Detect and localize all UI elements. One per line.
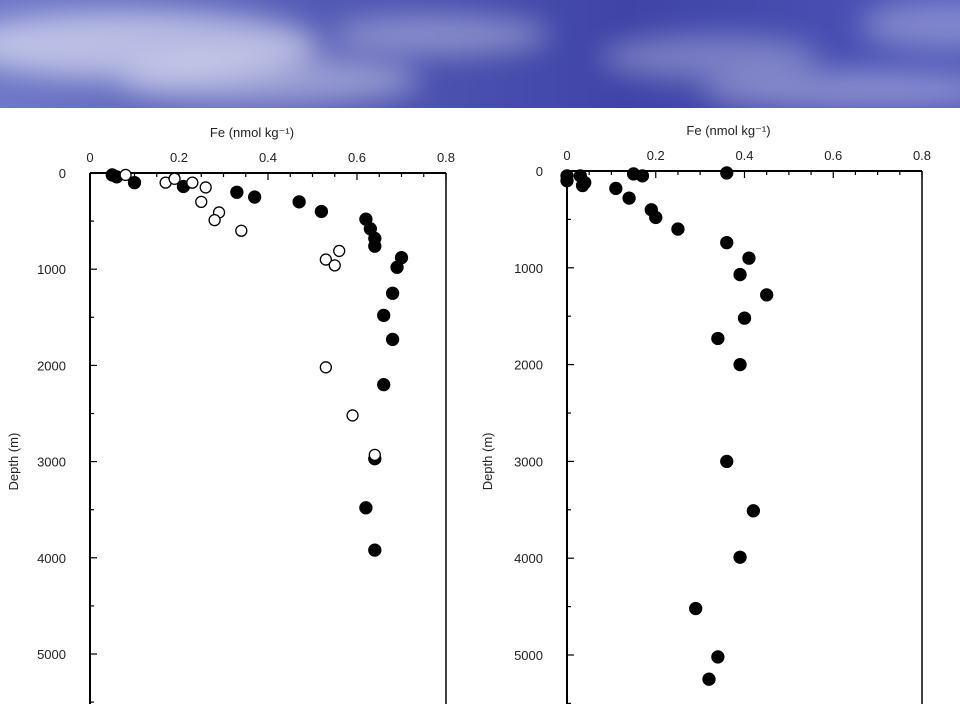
- x-tick-label: 0.2: [170, 150, 188, 165]
- x-tick-label: 0.2: [647, 148, 665, 163]
- y-tick-label: 2000: [514, 358, 543, 373]
- data-point-filled: [702, 672, 716, 686]
- cloud-decoration: [700, 70, 960, 108]
- data-point-filled: [733, 357, 747, 372]
- data-point-filled: [649, 210, 663, 225]
- data-point-open: [199, 181, 212, 194]
- x-axis-title: Fe (nmol kg⁻¹): [210, 125, 294, 140]
- data-point-open: [235, 224, 248, 237]
- data-point-open: [186, 176, 199, 189]
- data-point-filled: [733, 550, 747, 564]
- data-point-open: [168, 172, 181, 185]
- x-axis-title: Fe (nmol kg⁻¹): [686, 123, 770, 138]
- data-point-filled: [742, 251, 756, 265]
- data-point-open: [333, 244, 346, 258]
- data-point-filled: [368, 543, 382, 557]
- cloud-decoration: [330, 15, 550, 55]
- data-point-filled: [609, 181, 623, 196]
- data-point-filled: [760, 288, 774, 302]
- data-point-filled: [377, 377, 391, 392]
- y-tick-label: 4000: [514, 551, 543, 566]
- data-point-filled: [390, 260, 404, 274]
- x-tick-label: 0.6: [824, 148, 842, 163]
- y-tick-label: 3000: [37, 455, 66, 470]
- data-point-filled: [746, 504, 761, 518]
- x-tick-label: 0.8: [913, 148, 931, 163]
- cloud-decoration: [120, 55, 420, 105]
- y-tick-label: 1000: [514, 261, 543, 276]
- y-axis-title: Depth (m): [480, 433, 495, 491]
- data-point-filled: [292, 195, 306, 209]
- data-point-filled: [733, 267, 747, 282]
- x-tick-label: 0.4: [735, 148, 753, 163]
- data-point-filled: [385, 332, 400, 347]
- data-point-filled: [671, 222, 685, 236]
- y-tick-label: 2000: [37, 358, 66, 373]
- x-tick-label: 0.6: [348, 150, 366, 165]
- data-point-filled: [689, 601, 703, 616]
- data-point-open: [319, 253, 333, 266]
- y-tick-label: 1000: [37, 262, 66, 277]
- data-point-filled: [711, 331, 725, 346]
- x-tick-label: 0.8: [437, 150, 455, 165]
- chart-panel-1: 0 0.2 0.4 0.6 0.8 0 1000 2000 3000 4000 5000 Fe (nm…: [6, 125, 455, 704]
- data-point-filled: [377, 308, 391, 323]
- y-tick-label: 0: [59, 166, 66, 181]
- data-point-open: [195, 195, 208, 209]
- y-tick-label: 5000: [514, 648, 543, 663]
- data-point-filled: [127, 175, 142, 190]
- data-point-filled: [720, 235, 734, 250]
- x-tick-label: 0: [86, 150, 93, 165]
- data-point-filled: [711, 650, 725, 664]
- data-point-filled: [359, 501, 373, 515]
- data-point-filled: [385, 286, 400, 300]
- data-point-filled: [622, 191, 636, 205]
- cloud-decoration: [860, 0, 960, 50]
- data-point-open: [119, 168, 132, 182]
- cloud-decoration: [0, 10, 320, 80]
- data-point-filled: [635, 169, 650, 183]
- header-banner: [0, 0, 960, 108]
- data-point-open: [328, 259, 341, 272]
- y-tick-label: 4000: [37, 551, 66, 566]
- data-point-open: [346, 409, 359, 422]
- data-point-open: [368, 448, 381, 462]
- data-point-filled: [314, 204, 329, 219]
- chart-panel-2: 0 0.2 0.4 0.6 0.8 0 1000 2000 3000 4000 5000 Fe (nm…: [480, 123, 931, 705]
- data-point-open: [319, 361, 333, 374]
- cloud-decoration: [600, 35, 820, 80]
- fe-depth-profiles: 0 0.2 0.4 0.6 0.8 0 1000 2000 3000 4000 5000 Fe (nm…: [6, 123, 931, 705]
- data-point-open: [208, 213, 221, 227]
- data-point-filled: [575, 178, 590, 193]
- data-point-filled: [560, 174, 574, 188]
- data-point-filled: [230, 185, 244, 199]
- x-tick-label: 0: [563, 148, 570, 163]
- y-tick-label: 0: [536, 164, 543, 179]
- y-axis-title: Depth (m): [6, 433, 21, 491]
- data-point-filled: [368, 239, 382, 253]
- data-point-filled: [720, 454, 734, 469]
- y-tick-label: 5000: [37, 647, 66, 662]
- data-point-filled: [247, 190, 262, 204]
- x-tick-label: 0.4: [259, 150, 277, 165]
- data-point-filled: [737, 311, 752, 325]
- data-point-filled: [720, 166, 734, 180]
- y-tick-label: 3000: [514, 454, 543, 469]
